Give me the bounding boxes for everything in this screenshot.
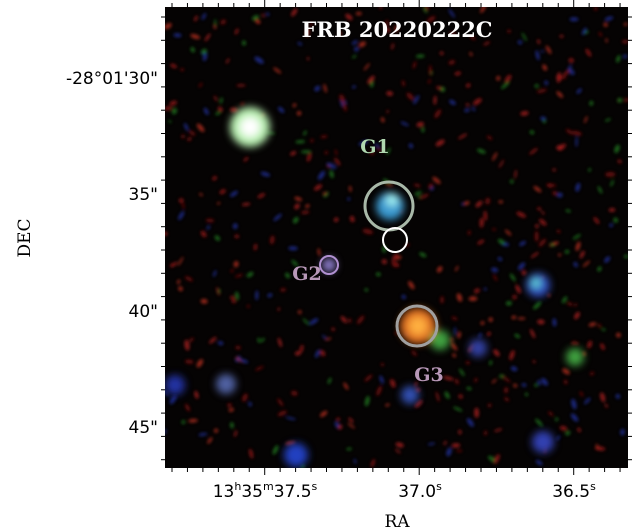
tick-part: 35 <box>241 482 263 502</box>
tick-part: 37.5 <box>274 482 312 502</box>
tick-part: h <box>234 480 241 493</box>
title: FRB 20220222C <box>301 17 492 42</box>
x-tick-label: 37.0s <box>398 480 442 502</box>
source-label: G1 <box>360 136 389 158</box>
noise-speck <box>570 17 579 21</box>
source-label: G2 <box>292 263 321 285</box>
x-tick-label: 13h35m37.5s <box>213 480 318 502</box>
source-label: G3 <box>414 364 443 386</box>
tick-part: m <box>263 480 274 493</box>
figure: FRB 20220222C G1 G2 G3 -28°01'30" 35" 40… <box>0 0 640 532</box>
y-tick-label: 35" <box>129 185 158 205</box>
noise-speck <box>535 231 539 242</box>
y-tick-label: 45" <box>129 418 158 438</box>
tick-part: s <box>590 480 596 493</box>
x-axis-label: RA <box>384 512 410 532</box>
noise-speck <box>356 12 362 15</box>
tick-part: s <box>436 480 442 493</box>
x-tick-label: 36.5s <box>552 480 596 502</box>
y-tick-label: 40" <box>129 302 158 322</box>
tick-part: 36.5 <box>552 482 590 502</box>
y-tick-label: -28°01'30" <box>66 69 158 89</box>
tick-part: s <box>312 480 318 493</box>
tick-part: 37.0 <box>398 482 436 502</box>
tick-part: 13 <box>213 482 235 502</box>
y-axis-label: DEC <box>15 218 35 257</box>
